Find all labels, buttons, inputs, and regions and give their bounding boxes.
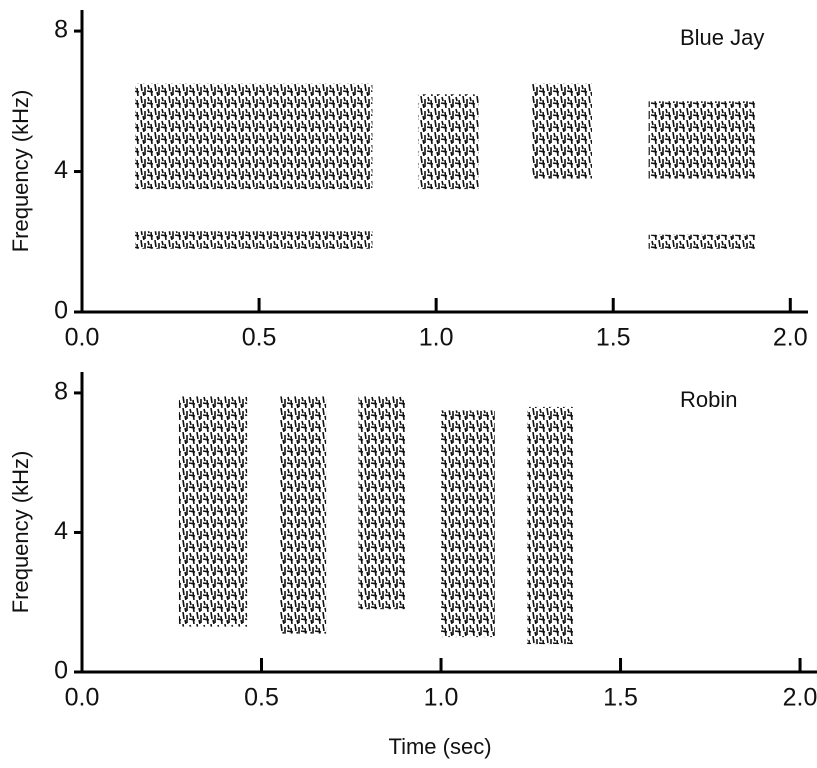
x-tick-label: 0.0 [65, 684, 100, 712]
spectrogram-segment [418, 94, 479, 190]
x-tick-label: 1.0 [424, 684, 459, 712]
x-tick-label: 1.5 [596, 324, 631, 352]
y-axis-label: Frequency (kHz) [8, 451, 33, 614]
spectrogram-segment [358, 396, 406, 610]
y-tick-label: 4 [54, 517, 68, 545]
y-tick-label: 0 [54, 657, 68, 685]
y-tick-label: 8 [54, 378, 68, 406]
spectrogram-segment [178, 396, 248, 627]
y-tick-label: 0 [54, 297, 68, 325]
spectrogram-segment [648, 234, 755, 249]
y-axis-label: Frequency (kHz) [8, 90, 33, 253]
x-tick-label: 1.0 [419, 324, 454, 352]
spectrogram-segment [527, 406, 574, 645]
x-tick-label: 2.0 [783, 684, 817, 712]
spectrogram-segment [441, 410, 495, 638]
x-tick-label: 1.5 [603, 684, 638, 712]
spectrogram-segment [531, 83, 592, 179]
spectrogram-segment [648, 101, 755, 179]
x-tick-label: 0.0 [65, 324, 100, 352]
spectrogram-segment [135, 231, 373, 249]
x-axis-label: Time (sec) [388, 734, 491, 759]
panel-title: Robin [680, 387, 737, 412]
spectrogram-segment [279, 396, 327, 634]
panel-title: Blue Jay [680, 25, 764, 50]
x-tick-label: 0.5 [242, 324, 277, 352]
spectrogram-segment [135, 83, 373, 190]
y-tick-label: 4 [54, 156, 68, 184]
x-tick-label: 2.0 [773, 324, 808, 352]
y-tick-label: 8 [54, 16, 68, 44]
x-tick-label: 0.5 [244, 684, 279, 712]
